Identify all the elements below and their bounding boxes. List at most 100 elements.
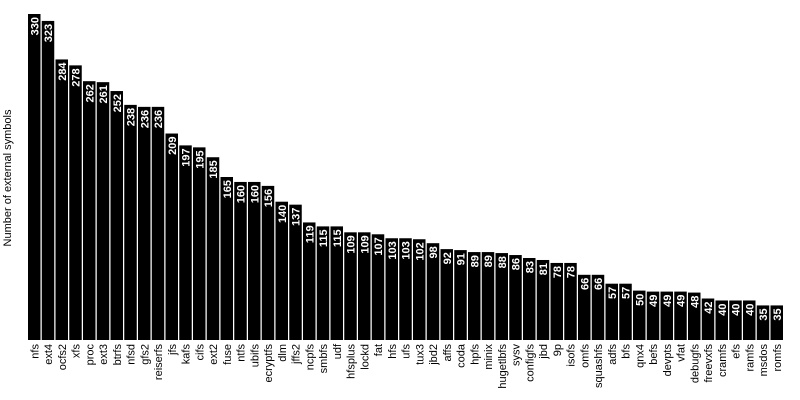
category-label-jffs2: jffs2 (291, 344, 303, 365)
value-label-proc: 262 (84, 84, 96, 102)
bar-affs (440, 249, 453, 340)
bar-kafs (179, 145, 192, 340)
category-label-udf: udf (332, 343, 344, 359)
bar-msdos (756, 305, 770, 340)
value-label-fat: 107 (373, 237, 385, 255)
category-label-vfat: vfat (676, 344, 688, 362)
value-label-nfs: 330 (29, 17, 41, 35)
bar-9p (550, 262, 563, 340)
bar-ufs (399, 238, 412, 340)
category-label-nfs: nfs (29, 344, 41, 359)
category-label-hfs: hfs (387, 344, 399, 359)
bar-hugetlbfs (495, 253, 508, 340)
value-label-cramfs: 40 (717, 303, 729, 315)
value-label-ubifs: 160 (249, 185, 261, 203)
bar-cramfs (715, 300, 728, 340)
value-label-romfs: 35 (772, 308, 784, 320)
bar-nfsd (124, 104, 137, 340)
value-label-ext2: 185 (208, 160, 220, 178)
value-label-bfs: 57 (621, 287, 633, 299)
bar-dlm (275, 201, 288, 340)
value-label-ntfs: 160 (236, 185, 248, 203)
category-label-configfs: configfs (524, 344, 536, 382)
category-label-nfsd: nfsd (126, 344, 138, 365)
category-label-freevxfs: freevxfs (703, 344, 715, 383)
category-label-btrfs: btrfs (112, 344, 124, 366)
category-label-affs: affs (442, 344, 454, 362)
value-label-9p: 78 (552, 266, 564, 278)
bar-efs (729, 300, 742, 340)
category-label-befs: befs (648, 344, 660, 365)
value-label-vfat: 49 (676, 295, 688, 307)
value-label-affs: 92 (442, 252, 454, 264)
bar-qnx4 (633, 290, 646, 340)
bar-hfs (385, 238, 398, 340)
category-label-adfs: adfs (607, 344, 619, 365)
category-label-cifs: cifs (194, 344, 206, 361)
category-label-ext2: ext2 (208, 344, 220, 365)
category-label-xfs: xfs (71, 344, 83, 359)
value-label-minix: 89 (483, 255, 495, 267)
category-label-cramfs: cramfs (717, 344, 729, 378)
value-label-tux3: 102 (414, 242, 426, 260)
bar-ramfs (743, 300, 756, 340)
bar-devpts (660, 291, 673, 340)
bar-adfs (605, 283, 618, 340)
value-label-ext3: 261 (98, 85, 110, 103)
bar-befs (646, 291, 660, 340)
value-label-befs: 49 (648, 295, 660, 307)
bar-hpfs (468, 252, 481, 340)
category-label-9p: 9p (552, 344, 564, 356)
category-label-omfs: omfs (579, 344, 591, 368)
value-label-ramfs: 40 (744, 303, 756, 315)
bar-nfs (28, 14, 41, 340)
value-label-omfs: 66 (579, 278, 591, 290)
category-label-bfs: bfs (621, 344, 633, 359)
bar-ubifs (248, 181, 261, 340)
bar-ncpfs (303, 222, 316, 340)
value-label-jbd2: 98 (428, 246, 440, 258)
category-label-isofs: isofs (566, 344, 578, 367)
category-label-squashfs: squashfs (593, 344, 605, 389)
category-label-qnx4: qnx4 (634, 344, 646, 368)
value-label-ncpfs: 119 (304, 225, 316, 243)
bar-proc (83, 81, 96, 341)
bar-reiserfs (151, 106, 165, 340)
value-label-ext4: 323 (43, 24, 55, 42)
value-label-hfs: 103 (387, 241, 399, 259)
bar-freevxfs (701, 298, 715, 340)
bar-vfat (674, 291, 687, 340)
bar-configfs (523, 258, 536, 340)
value-label-reiserfs: 236 (153, 110, 165, 128)
category-label-hugetlbfs: hugetlbfs (497, 344, 509, 389)
category-label-gfs2: gfs2 (139, 344, 151, 365)
value-label-hfsplus: 109 (346, 235, 358, 253)
bar-sysv (509, 255, 522, 340)
bar-hfsplus (344, 232, 357, 340)
bar-ntfs (234, 181, 247, 340)
value-label-configfs: 83 (524, 261, 536, 273)
bar-smbfs (316, 226, 330, 340)
category-label-ramfs: ramfs (744, 344, 756, 372)
category-label-fuse: fuse (222, 344, 234, 365)
bar-romfs (770, 305, 783, 340)
value-label-smbfs: 115 (318, 229, 330, 247)
bar-jffs2 (289, 204, 302, 340)
bar-jbd (536, 259, 550, 340)
bar-cifs (193, 147, 206, 340)
bars-group (28, 14, 783, 341)
bar-ext2 (206, 157, 220, 340)
value-label-ufs: 103 (401, 241, 413, 259)
category-label-msdos: msdos (758, 344, 770, 377)
value-label-freevxfs: 42 (703, 302, 715, 314)
bar-minix (481, 252, 495, 340)
bar-udf (330, 226, 343, 340)
category-label-efs: efs (731, 344, 743, 359)
category-label-jbd: jbd (538, 344, 550, 360)
category-label-ext4: ext4 (43, 344, 55, 365)
category-label-ufs: ufs (401, 344, 413, 359)
bar-ocfs2 (55, 59, 68, 340)
